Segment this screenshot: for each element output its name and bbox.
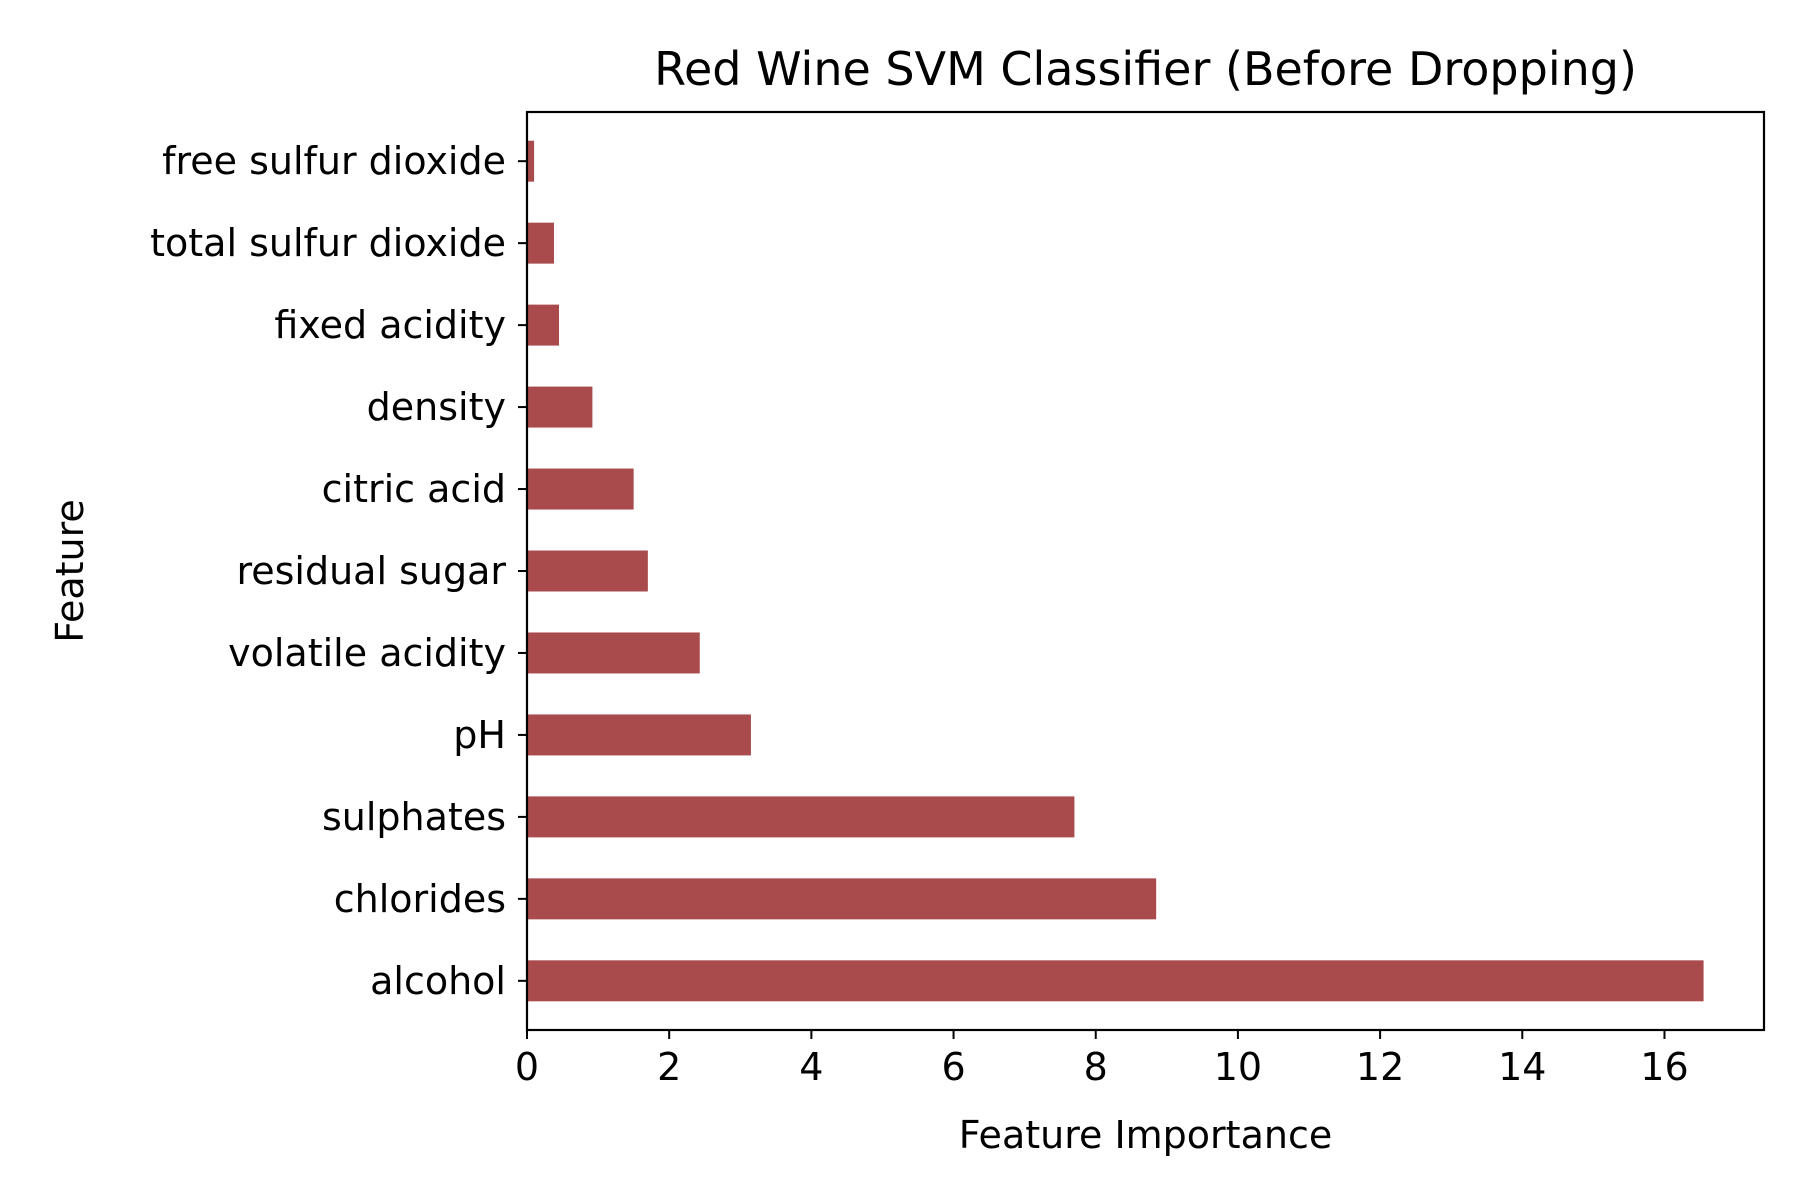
- y-tick-label-total-sulfur-dioxide: total sulfur dioxide: [150, 221, 506, 265]
- bar-chlorides: [527, 878, 1157, 920]
- x-axis-label: Feature Importance: [959, 1113, 1332, 1157]
- bar-residual-sugar: [527, 550, 648, 592]
- x-tick-label: 2: [657, 1045, 681, 1089]
- y-tick-label-chlorides: chlorides: [334, 877, 506, 921]
- bar-density: [527, 386, 593, 428]
- x-tick-label: 16: [1640, 1045, 1688, 1089]
- bars-group: [527, 140, 1704, 1002]
- bar-total-sulfur-dioxide: [527, 222, 555, 264]
- bar-citric-acid: [527, 468, 634, 510]
- y-tick-label-alcohol: alcohol: [370, 959, 506, 1003]
- y-tick-label-fixed-acidity: fixed acidity: [274, 303, 506, 347]
- x-tick-label: 4: [799, 1045, 823, 1089]
- x-tick-label: 12: [1356, 1045, 1404, 1089]
- bar-free-sulfur-dioxide: [527, 140, 535, 182]
- x-tick-label: 0: [515, 1045, 539, 1089]
- y-tick-label-ph: pH: [453, 713, 506, 757]
- y-axis: alcohol chlorides sulphates pH volatile acid…: [150, 139, 527, 1003]
- x-tick-label: 10: [1214, 1045, 1262, 1089]
- y-tick-label-citric-acid: citric acid: [322, 467, 506, 511]
- y-tick-label-density: density: [367, 385, 506, 429]
- x-tick-label: 14: [1498, 1045, 1546, 1089]
- chart-title: Red Wine SVM Classifier (Before Dropping…: [654, 42, 1637, 96]
- x-axis: 0 2 4 6 8 10 12 14 16: [515, 1030, 1689, 1089]
- bar-ph: [527, 714, 751, 756]
- bar-volatile-acidity: [527, 632, 700, 674]
- y-tick-label-residual-sugar: residual sugar: [236, 549, 506, 593]
- y-tick-label-volatile-acidity: volatile acidity: [228, 631, 506, 675]
- bar-alcohol: [527, 960, 1704, 1002]
- y-tick-label-free-sulfur-dioxide: free sulfur dioxide: [162, 139, 506, 183]
- x-tick-label: 8: [1084, 1045, 1108, 1089]
- y-tick-label-sulphates: sulphates: [322, 795, 506, 839]
- x-tick-label: 6: [941, 1045, 965, 1089]
- bar-fixed-acidity: [527, 304, 559, 346]
- bar-sulphates: [527, 796, 1075, 838]
- y-axis-label: Feature: [48, 499, 92, 643]
